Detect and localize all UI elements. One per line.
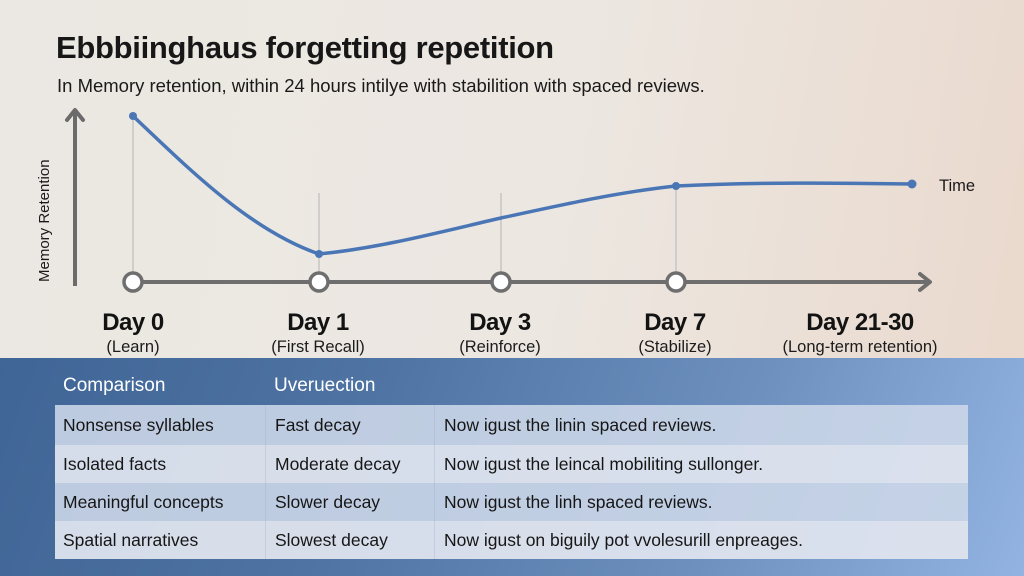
table-header-second: Uveruection <box>274 375 376 396</box>
table-cell-note: Now igust the leincal mobiliting sullong… <box>444 453 764 474</box>
chart-panel <box>0 0 1024 358</box>
marker-day1-icon <box>308 271 330 293</box>
table-cell-decay: Slower decay <box>266 483 435 521</box>
x-axis-arrow-icon <box>133 272 932 292</box>
table-cell-material: Isolated facts <box>55 445 266 483</box>
x-tick-label: Day 1 <box>287 309 349 336</box>
table-cell-material: Meaningful concepts <box>55 483 266 521</box>
x-tick-day3: Day 3 (Reinforce) <box>459 309 541 357</box>
table-cell-note: Now igust the linin spaced reviews. <box>444 414 717 435</box>
table-cell-decay: Slowest decay <box>266 521 435 559</box>
x-tick-sublabel: (Learn) <box>106 338 160 356</box>
timeline-markers <box>122 271 687 293</box>
x-tick-day21-30: Day 21-30 (Long-term retention) <box>783 309 938 357</box>
x-tick-label: Day 3 <box>469 309 531 336</box>
marker-day0-icon <box>122 271 144 293</box>
y-axis-arrow-icon <box>65 108 85 286</box>
table-cell-note: Now igust on biguily pot vvolesurill enp… <box>444 529 803 550</box>
table-row: Nonsense syllables Fast decay Now igust … <box>55 405 968 445</box>
table-cell-material: Nonsense syllables <box>55 405 266 445</box>
table-cell-decay: Fast decay <box>266 405 435 445</box>
x-tick-label: Day 21-30 <box>806 309 914 336</box>
curve-points <box>129 112 917 258</box>
marker-day3-icon <box>490 271 512 293</box>
x-tick-sublabel: (First Recall) <box>271 338 365 356</box>
retention-line-chart <box>65 108 932 293</box>
table-header-comparison: Comparison <box>63 375 166 396</box>
x-axis-label: Time <box>939 177 976 195</box>
table-row: Meaningful concepts Slower decay Now igu… <box>55 483 968 521</box>
table-cell-note: Now igust the linh spaced reviews. <box>444 491 713 512</box>
x-tick-day0: Day 0 (Learn) <box>102 309 164 357</box>
table-row: Isolated facts Moderate decay Now igust … <box>55 445 968 483</box>
x-tick-label: Day 7 <box>644 309 706 336</box>
retention-curve <box>131 114 914 256</box>
x-tick-label: Day 0 <box>102 309 164 336</box>
x-tick-day7: Day 7 (Stabilize) <box>638 309 711 357</box>
x-tick-sublabel: (Stabilize) <box>638 338 712 356</box>
x-tick-sublabel: (Long-term retention) <box>782 338 938 356</box>
x-tick-day1: Day 1 (First Recall) <box>271 309 365 357</box>
comparison-table: Nonsense syllables Fast decay Now igust … <box>55 405 968 559</box>
vertical-guides <box>132 118 677 275</box>
chart-title: Ebbbiinghaus forgetting repetition <box>56 30 554 65</box>
table-cell-decay: Moderate decay <box>266 445 435 483</box>
marker-day7-icon <box>665 271 687 293</box>
chart-subtitle: In Memory retention, within 24 hours int… <box>57 75 705 96</box>
table-cell-material: Spatial narratives <box>55 521 266 559</box>
x-tick-sublabel: (Reinforce) <box>459 338 541 356</box>
table-row: Spatial narratives Slowest decay Now igu… <box>55 521 968 559</box>
